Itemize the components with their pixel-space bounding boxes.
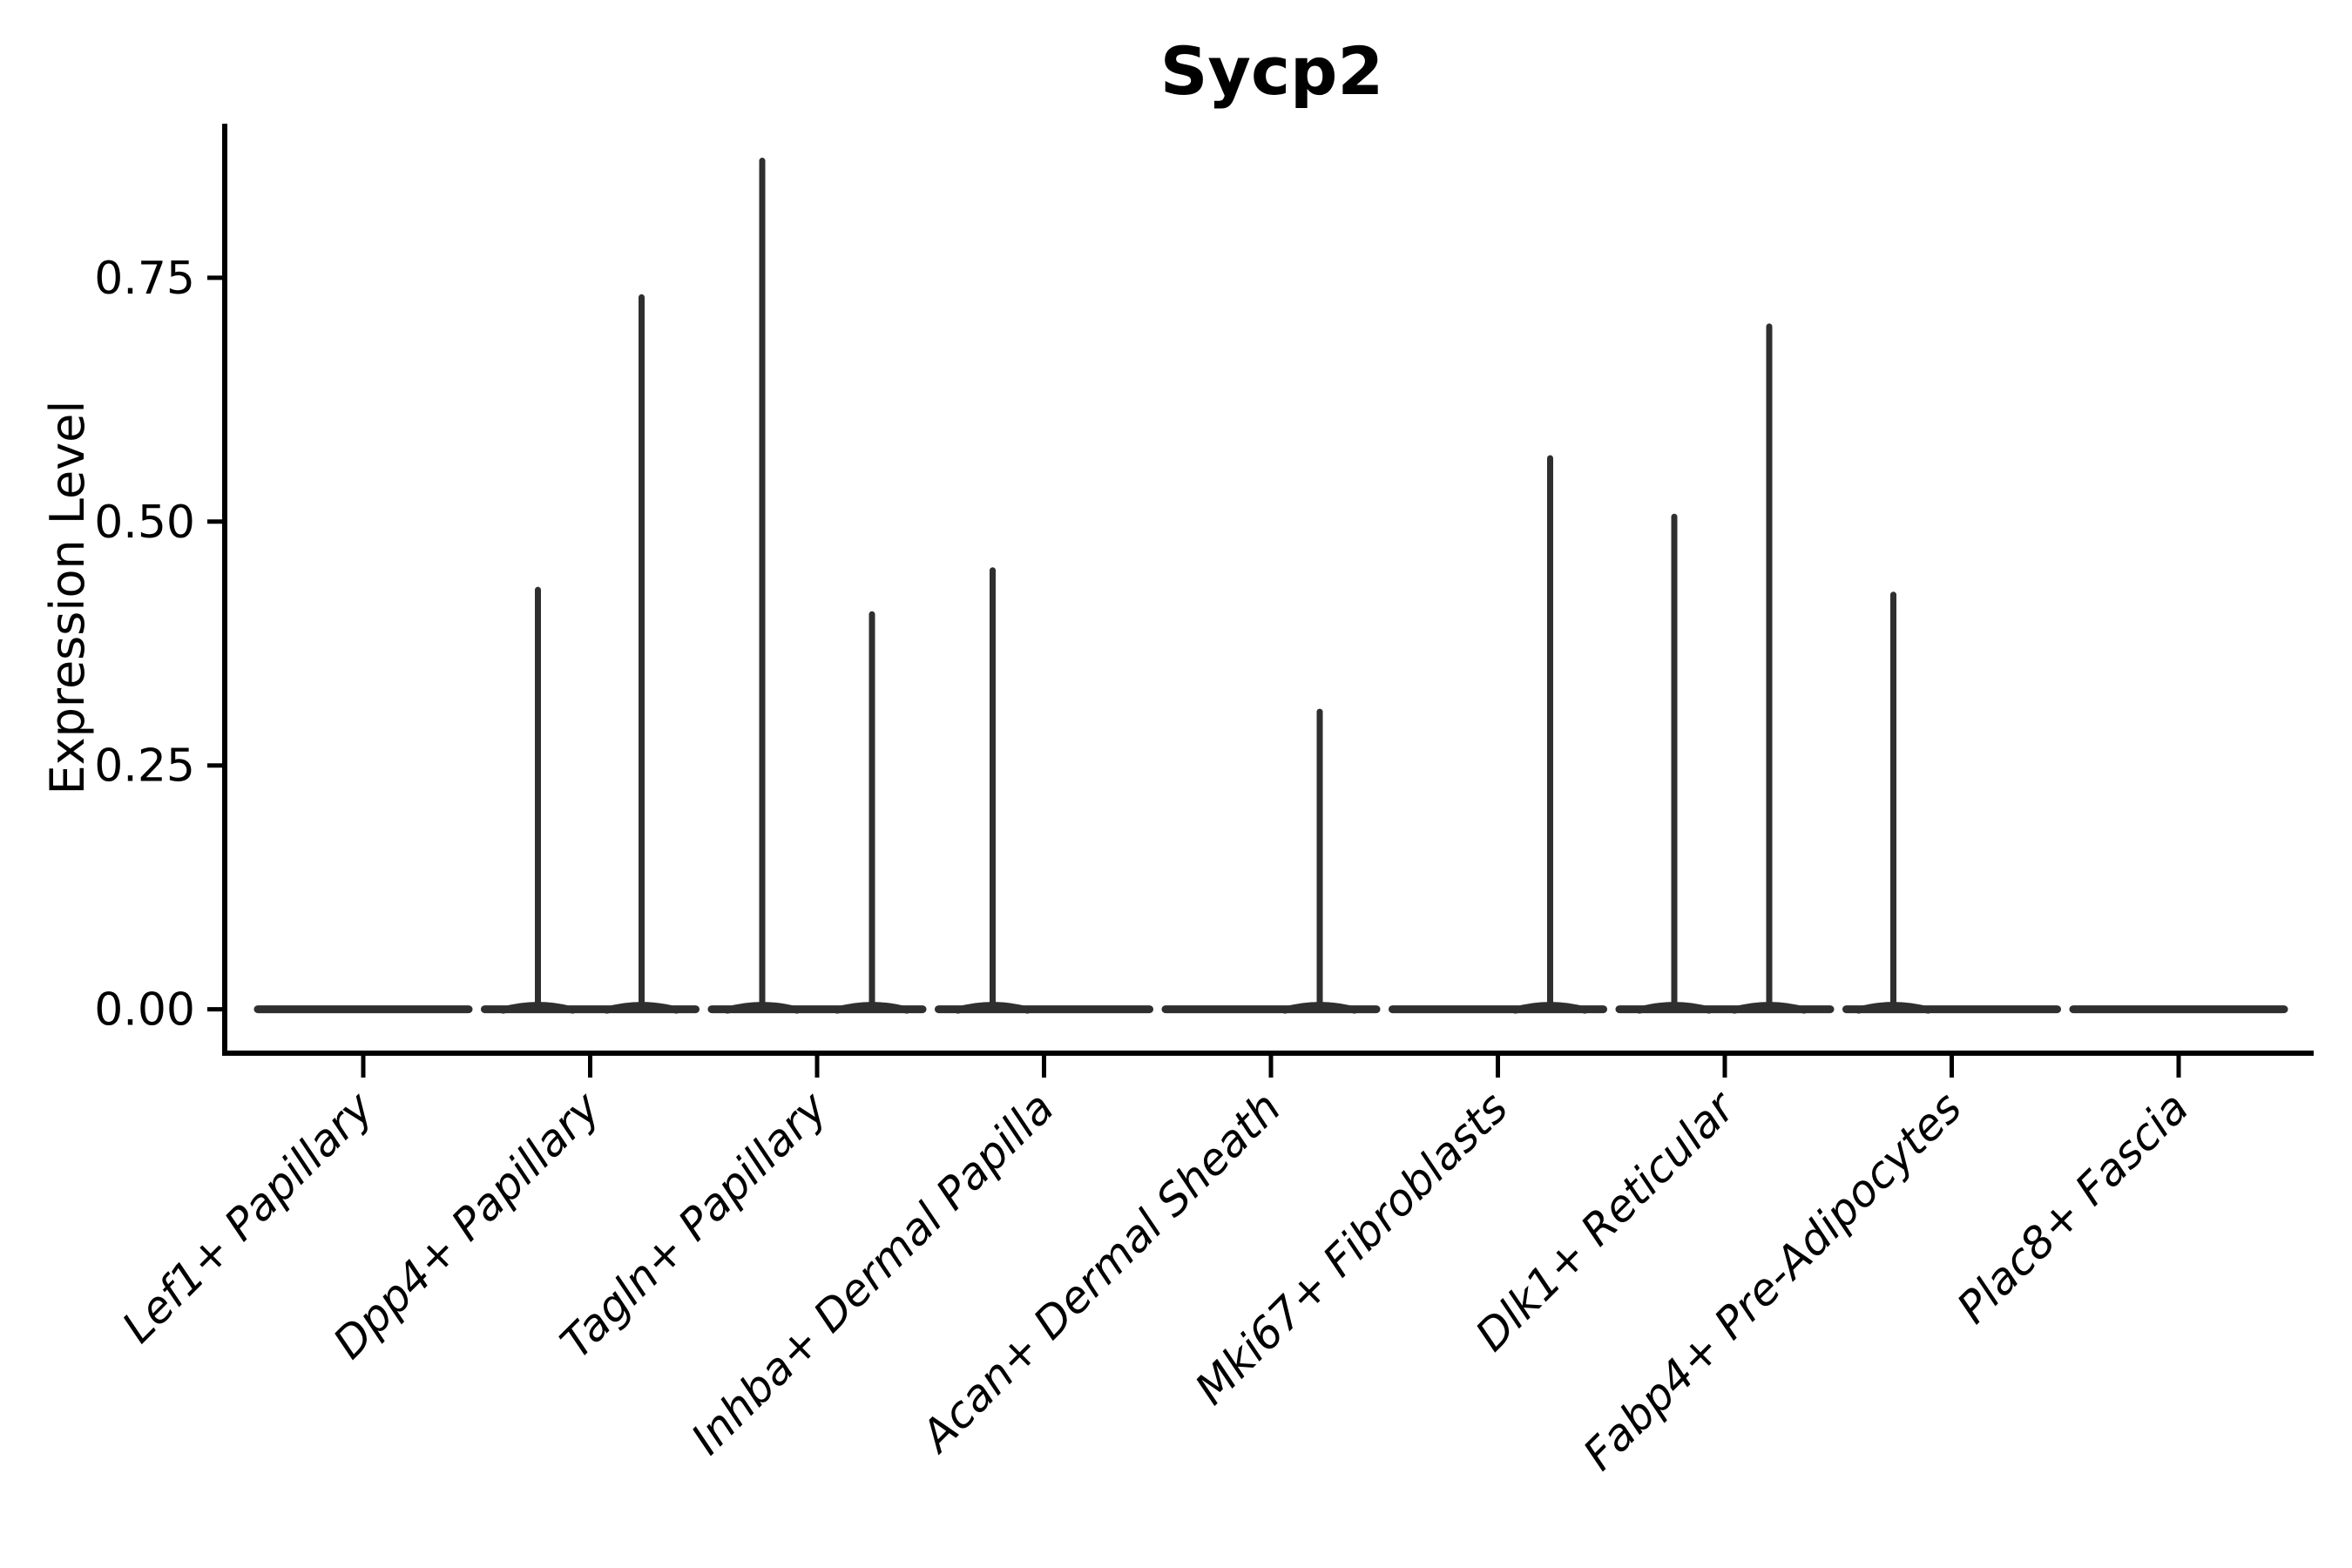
y-axis-label: Expression Level xyxy=(40,401,95,795)
axes xyxy=(207,124,2314,1078)
x-tick-label: Lef1+ Papillary xyxy=(112,1081,383,1352)
x-tick-label: Plac8+ Fascia xyxy=(1948,1082,2199,1333)
y-tick-label: 0.00 xyxy=(94,984,195,1037)
x-tick-label: Fabp4+ Pre-Adipocytes xyxy=(1573,1082,1971,1480)
y-tick-label: 0.50 xyxy=(94,497,195,549)
chart-title: Sycp2 xyxy=(1160,32,1384,110)
y-tick-label: 0.75 xyxy=(94,253,195,305)
y-tick-labels: 0.00 0.25 0.50 0.75 xyxy=(94,253,195,1037)
x-tick-label: Inhba+ Dermal Papilla xyxy=(682,1082,1064,1463)
y-tick-label: 0.25 xyxy=(94,740,195,793)
x-tick-label: Acan+ Dermal Sheath xyxy=(910,1082,1291,1463)
violins xyxy=(253,158,2288,1014)
